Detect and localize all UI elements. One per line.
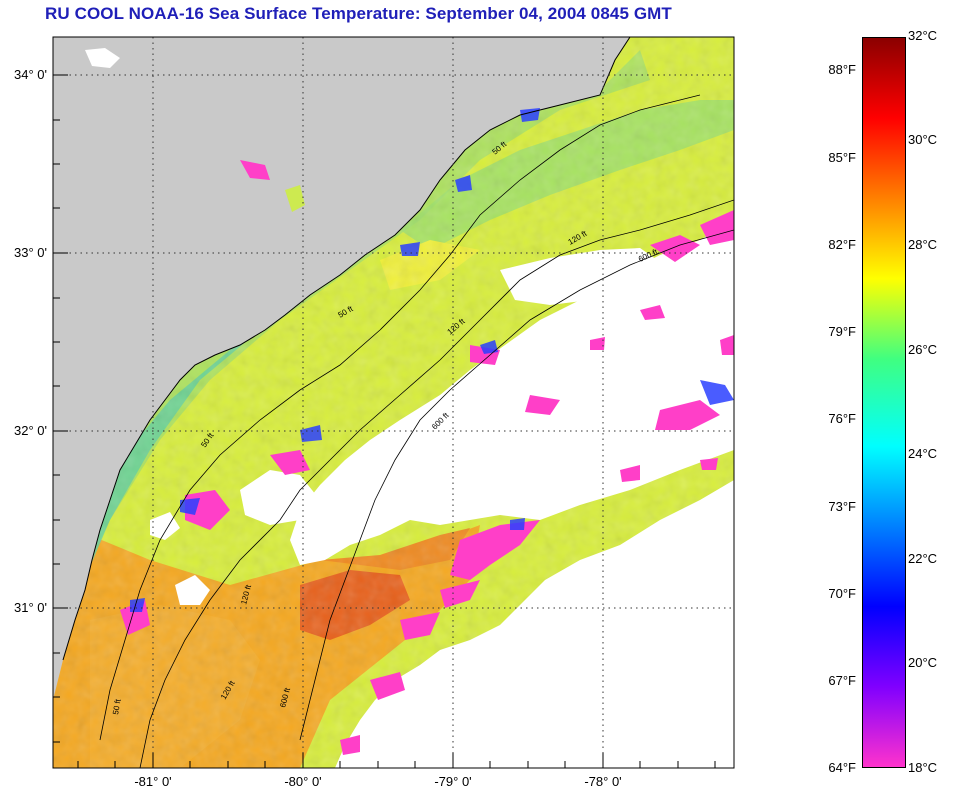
celsius-label: 22°C — [908, 551, 938, 566]
temperature-colorbar — [862, 37, 906, 768]
fahrenheit-label: 64°F — [828, 760, 856, 775]
fahrenheit-label: 70°F — [828, 586, 856, 601]
fahrenheit-label: 85°F — [828, 150, 856, 165]
contour-label: 50 ft — [111, 698, 123, 716]
fahrenheit-label: 67°F — [828, 673, 856, 688]
fahrenheit-label: 88°F — [828, 62, 856, 77]
lat-label-32: 32° 0' — [14, 423, 47, 438]
fahrenheit-label: 76°F — [828, 411, 856, 426]
map-title: RU COOL NOAA-16 Sea Surface Temperature:… — [45, 4, 672, 23]
celsius-label: 30°C — [908, 132, 938, 147]
graticule — [53, 37, 734, 768]
lon-label-78: -78° 0' — [584, 774, 622, 789]
celsius-label: 32°C — [908, 28, 938, 43]
lon-label-80: -80° 0' — [284, 774, 322, 789]
fahrenheit-label: 73°F — [828, 499, 856, 514]
celsius-label: 18°C — [908, 760, 938, 775]
land-mass — [53, 37, 630, 700]
celsius-label: 28°C — [908, 237, 938, 252]
lat-label-33: 33° 0' — [14, 245, 47, 260]
coastline — [62, 37, 631, 661]
celsius-label: 26°C — [908, 342, 938, 357]
fahrenheit-label: 79°F — [828, 324, 856, 339]
bathymetry-contours — [99, 94, 734, 768]
lon-label-79: -79° 0' — [434, 774, 472, 789]
inland-cloud — [85, 48, 120, 68]
map-frame — [52, 36, 735, 769]
lat-label-31: 31° 0' — [14, 600, 47, 615]
cloud-edge-artifacts — [120, 160, 734, 755]
axis-ticks — [53, 74, 716, 768]
lat-label-34: 34° 0' — [14, 67, 47, 82]
celsius-label: 24°C — [908, 446, 938, 461]
fahrenheit-label: 82°F — [828, 237, 856, 252]
celsius-label: 20°C — [908, 655, 938, 670]
lon-label-81: -81° 0' — [134, 774, 172, 789]
